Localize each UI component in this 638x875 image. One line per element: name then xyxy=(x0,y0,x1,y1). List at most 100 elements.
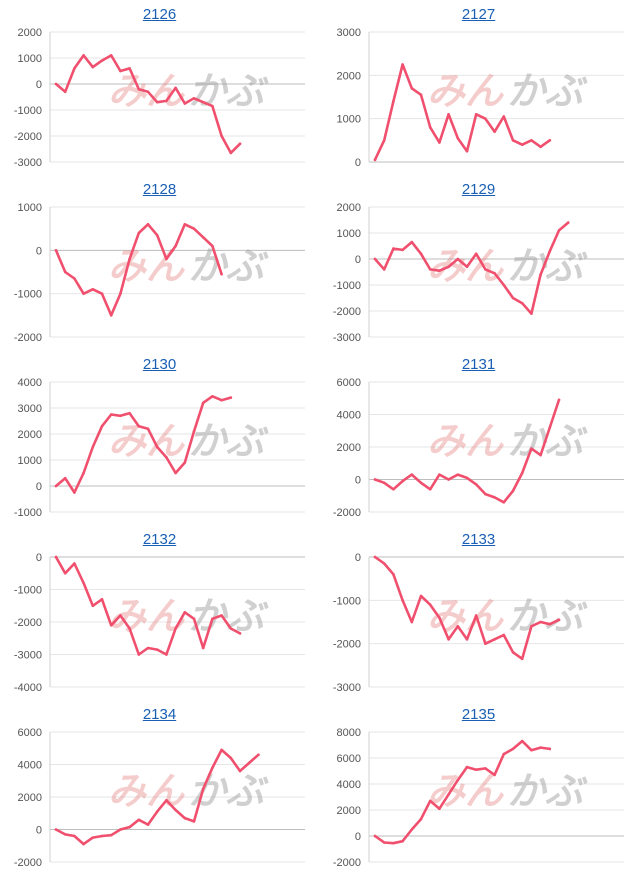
series-line xyxy=(373,221,570,315)
data-point xyxy=(474,614,478,617)
chart-title-link[interactable]: 2131 xyxy=(461,356,496,373)
svg-text:かぶ: かぶ xyxy=(507,594,588,638)
data-point xyxy=(82,54,85,57)
data-point xyxy=(192,617,196,621)
data-point xyxy=(520,143,524,146)
data-point xyxy=(257,753,260,757)
data-point xyxy=(428,268,432,271)
watermark-logo: みん かぶ xyxy=(108,594,269,638)
data-point xyxy=(493,272,496,275)
data-point xyxy=(530,625,533,628)
svg-text:かぶ: かぶ xyxy=(507,419,588,463)
y-tick-label: 1000 xyxy=(337,228,361,240)
data-point xyxy=(155,445,159,449)
y-tick-label: 2000 xyxy=(337,805,361,817)
svg-text:かぶ: かぶ xyxy=(188,769,269,813)
data-point xyxy=(511,139,515,142)
data-point xyxy=(502,283,506,287)
chart-svg-2135: 8000 6000 4000 2000 0 -2000 みん かぶ xyxy=(333,727,624,869)
chart-title-link[interactable]: 2128 xyxy=(142,181,177,198)
data-point xyxy=(119,69,122,73)
chart-panel-2130: 4000 3000 2000 1000 0 -1000 みん かぶ 2130 xyxy=(0,350,319,525)
chart-title-link[interactable]: 2132 xyxy=(142,531,177,548)
data-point xyxy=(146,223,150,226)
data-point xyxy=(211,395,214,398)
y-tick-label: -2000 xyxy=(333,639,361,651)
data-point xyxy=(392,247,395,250)
data-point xyxy=(63,571,67,575)
data-point xyxy=(247,761,251,765)
watermark-logo: みん かぶ xyxy=(427,244,588,288)
data-point xyxy=(174,244,177,248)
data-point xyxy=(557,618,561,622)
data-point xyxy=(54,555,58,559)
y-tick-label: 2000 xyxy=(337,442,361,454)
data-point xyxy=(119,292,122,295)
y-tick-label: 1000 xyxy=(18,455,42,467)
y-tick-label: 2000 xyxy=(337,202,361,214)
data-point xyxy=(428,799,432,803)
data-point xyxy=(174,627,177,630)
data-point xyxy=(109,413,113,416)
data-point xyxy=(392,841,395,845)
y-tick-label: -2000 xyxy=(14,332,42,344)
data-point xyxy=(511,296,515,300)
chart-title-link[interactable]: 2135 xyxy=(461,706,496,723)
chart-title-link[interactable]: 2126 xyxy=(142,6,177,23)
y-tick-label: 1000 xyxy=(337,114,361,126)
watermark-logo: みん かぶ xyxy=(427,419,588,463)
y-tick-label: 4000 xyxy=(18,760,42,772)
data-point xyxy=(474,113,478,116)
y-tick-label: 3000 xyxy=(18,403,42,415)
data-point xyxy=(137,87,141,91)
data-point xyxy=(63,476,67,480)
watermark-logo: みん かぶ xyxy=(427,769,588,813)
data-point xyxy=(539,746,542,749)
svg-text:かぶ: かぶ xyxy=(188,594,269,638)
data-point xyxy=(474,483,478,486)
data-point xyxy=(438,473,441,476)
data-point xyxy=(174,471,177,475)
y-tick-label: 1000 xyxy=(18,53,42,65)
data-point xyxy=(502,115,506,118)
data-point xyxy=(520,301,524,305)
svg-text:みん: みん xyxy=(427,69,504,113)
data-point xyxy=(493,638,496,641)
data-point xyxy=(128,67,131,70)
y-tick-label: 0 xyxy=(355,157,361,169)
data-point xyxy=(100,597,104,601)
data-point xyxy=(428,603,432,606)
chart-title-link[interactable]: 2130 xyxy=(142,356,177,373)
data-point xyxy=(447,113,450,116)
data-point xyxy=(229,396,233,399)
y-tick-label: 6000 xyxy=(337,753,361,765)
data-point xyxy=(410,620,414,624)
data-point xyxy=(220,398,223,402)
data-point xyxy=(155,648,159,651)
chart-title-link[interactable]: 2129 xyxy=(461,181,496,198)
chart-title-link[interactable]: 2134 xyxy=(142,706,177,723)
y-tick-label: -1000 xyxy=(333,595,361,607)
data-point xyxy=(373,257,377,261)
data-point xyxy=(211,104,214,108)
data-point xyxy=(183,816,187,820)
data-point xyxy=(211,766,214,770)
y-tick-label: 4000 xyxy=(337,410,361,422)
data-point xyxy=(484,117,487,120)
y-tick-label: 1000 xyxy=(18,202,42,214)
data-point xyxy=(91,604,95,608)
chart-title-link[interactable]: 2127 xyxy=(461,6,496,23)
data-point xyxy=(410,87,414,90)
chart-title-link[interactable]: 2133 xyxy=(461,531,496,548)
data-point xyxy=(548,747,552,751)
chart-panel-2134: 6000 4000 2000 0 -2000 みん かぶ 2134 xyxy=(0,700,319,875)
data-point xyxy=(520,471,524,475)
data-point xyxy=(201,100,205,104)
data-point xyxy=(447,265,450,269)
data-point xyxy=(201,787,205,791)
y-tick-label: 3000 xyxy=(337,27,361,39)
data-point xyxy=(438,616,441,619)
data-point xyxy=(229,627,233,630)
svg-text:かぶ: かぶ xyxy=(507,244,588,288)
